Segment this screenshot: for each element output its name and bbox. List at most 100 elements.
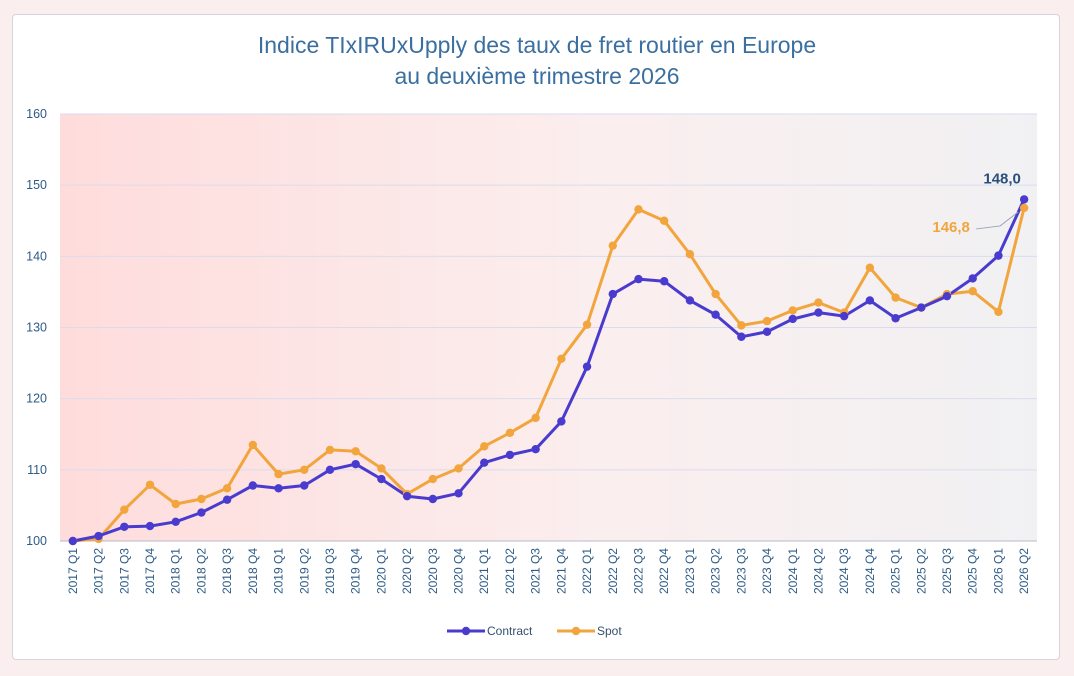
x-tick-label: 2025 Q1 <box>889 548 903 594</box>
data-point-spot <box>325 445 335 455</box>
x-tick-label: 2024 Q1 <box>786 548 800 594</box>
data-point-spot <box>351 447 360 456</box>
data-point-spot <box>531 413 540 423</box>
data-point-contract <box>942 291 952 301</box>
annotation-leader-line <box>976 211 1019 230</box>
y-tick-label: 160 <box>26 107 47 121</box>
data-point-contract <box>274 484 283 493</box>
data-point-contract <box>351 459 360 469</box>
y-tick-label: 100 <box>26 534 47 548</box>
x-tick-label: 2020 Q1 <box>374 548 388 594</box>
annotation-contract: 148,0 <box>983 170 1021 187</box>
series-points <box>68 195 1029 546</box>
y-axis-ticks: 100 110 120 130 140 150 160 <box>26 107 47 548</box>
data-point-spot <box>428 474 438 484</box>
data-point-contract <box>248 481 258 490</box>
x-tick-label: 2023 Q4 <box>760 548 774 594</box>
data-point-contract <box>1019 195 1029 204</box>
data-point-contract <box>377 474 386 484</box>
data-point-spot <box>377 464 386 473</box>
data-annotations: 148,0 146,8 <box>932 170 1021 236</box>
data-point-contract <box>865 296 875 305</box>
data-point-spot <box>994 307 1003 317</box>
x-tick-label: 2018 Q2 <box>194 548 208 594</box>
data-point-spot <box>608 241 617 250</box>
y-tick-label: 140 <box>26 249 47 263</box>
data-point-contract <box>68 536 78 546</box>
x-tick-label: 2019 Q2 <box>297 548 311 594</box>
data-point-spot <box>222 484 232 493</box>
data-point-spot <box>171 499 180 509</box>
data-point-contract <box>145 521 155 531</box>
data-point-contract <box>557 417 566 426</box>
data-point-contract <box>402 491 412 501</box>
x-tick-label: 2017 Q4 <box>143 548 157 594</box>
data-point-spot <box>454 464 463 473</box>
x-tick-label: 2020 Q4 <box>452 548 466 594</box>
data-point-contract <box>994 251 1003 260</box>
x-axis-ticks: 2017 Q1 2017 Q2 2017 Q3 2017 Q4 2018 Q1 2018 … <box>66 548 1031 594</box>
x-tick-label: 2021 Q2 <box>503 548 517 594</box>
data-point-spot <box>145 480 155 489</box>
x-tick-label: 2018 Q4 <box>246 548 260 594</box>
data-point-contract <box>197 508 206 517</box>
legend-marker-spot <box>571 626 581 636</box>
legend: Contract Spot <box>447 624 622 638</box>
data-point-spot <box>659 216 669 225</box>
x-tick-label: 2019 Q1 <box>272 548 286 594</box>
data-point-contract <box>737 332 746 341</box>
y-tick-label: 150 <box>26 178 47 192</box>
x-tick-label: 2022 Q1 <box>580 548 594 594</box>
data-point-contract <box>94 531 103 541</box>
data-point-spot <box>891 293 900 302</box>
data-point-contract <box>222 495 232 504</box>
x-tick-label: 2025 Q3 <box>940 548 954 594</box>
x-tick-label: 2024 Q3 <box>837 548 851 594</box>
chart-subtitle: au deuxième trimestre 2026 <box>394 63 680 89</box>
x-tick-label: 2023 Q3 <box>734 548 748 594</box>
x-tick-label: 2021 Q1 <box>477 548 491 594</box>
x-tick-label: 2023 Q1 <box>683 548 697 594</box>
data-point-contract <box>968 274 977 283</box>
x-tick-label: 2023 Q2 <box>709 548 723 594</box>
data-point-spot <box>634 205 643 214</box>
x-tick-label: 2025 Q2 <box>914 548 928 594</box>
data-point-spot <box>737 321 746 330</box>
data-point-contract <box>711 310 720 319</box>
data-point-contract <box>582 362 592 371</box>
x-tick-label: 2024 Q2 <box>811 548 825 594</box>
data-point-contract <box>634 274 643 284</box>
data-point-spot <box>557 354 566 364</box>
x-tick-label: 2025 Q4 <box>966 548 980 594</box>
data-point-spot <box>711 289 720 299</box>
x-tick-label: 2022 Q3 <box>631 548 645 594</box>
x-tick-label: 2020 Q2 <box>400 548 414 594</box>
data-point-contract <box>917 303 926 312</box>
x-tick-label: 2017 Q3 <box>117 548 131 594</box>
series-lines <box>72 198 1026 543</box>
data-point-spot <box>762 316 772 326</box>
y-tick-label: 110 <box>27 463 47 477</box>
data-point-spot <box>968 287 977 296</box>
data-point-contract <box>171 517 180 526</box>
data-point-spot <box>197 494 206 504</box>
x-tick-label: 2021 Q3 <box>529 548 543 594</box>
data-point-spot <box>120 505 129 514</box>
x-tick-label: 2022 Q2 <box>606 548 620 594</box>
data-point-spot <box>300 465 309 475</box>
x-tick-label: 2019 Q3 <box>323 548 337 594</box>
x-tick-label: 2018 Q3 <box>220 548 234 594</box>
data-point-spot <box>248 440 258 450</box>
x-tick-label: 2026 Q2 <box>1017 548 1031 594</box>
x-tick-label: 2022 Q4 <box>657 548 671 594</box>
legend-label-spot: Spot <box>597 624 622 638</box>
x-tick-label: 2017 Q2 <box>92 548 106 594</box>
data-point-contract <box>120 522 129 531</box>
x-tick-label: 2024 Q4 <box>863 548 877 594</box>
data-point-contract <box>428 494 438 504</box>
x-tick-label: 2017 Q1 <box>66 548 80 594</box>
chart-title: Indice TIxIRUxUpply des taux de fret rou… <box>257 32 817 58</box>
data-point-spot <box>1019 203 1029 213</box>
series-line-spot <box>72 207 1026 543</box>
